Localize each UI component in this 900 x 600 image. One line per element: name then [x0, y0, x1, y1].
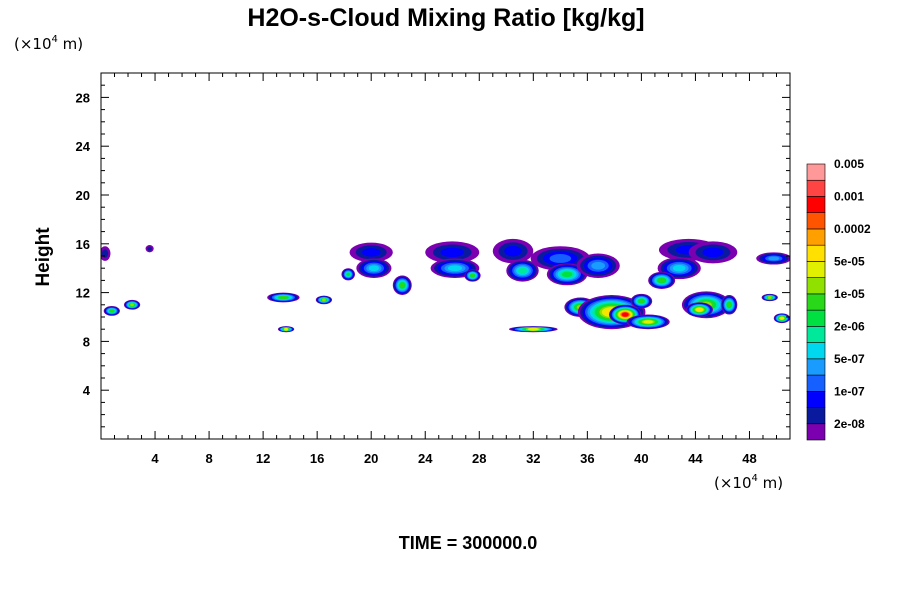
x-tick-label: 16 — [310, 451, 324, 466]
y-tick-label: 4 — [83, 383, 91, 398]
colorbar: 2e-08 1e-07 5e-07 2e-06 1e-05 5e-05 0.0002 0.00… — [806, 157, 871, 441]
colorbar-swatch — [806, 407, 826, 425]
cloud-cell — [504, 245, 522, 257]
x-tick-label: 44 — [688, 451, 703, 466]
cloud-cell — [621, 312, 629, 317]
cloud-cell — [130, 303, 134, 307]
cloud-cell — [727, 302, 732, 308]
colorbar-swatch — [806, 244, 826, 262]
cloud-cell — [322, 298, 326, 302]
cloud-cell — [591, 261, 606, 270]
colorbar-label: 0.005 — [834, 157, 864, 171]
x-unit-label: (×104 m) — [714, 473, 783, 492]
cloud-cell — [440, 247, 464, 258]
time-label: TIME = 300000.0 — [399, 533, 538, 553]
cloud-cell — [109, 309, 114, 313]
x-tick-label: 8 — [205, 451, 212, 466]
x-tick-label: 28 — [472, 451, 486, 466]
cloud-cell — [780, 316, 784, 320]
x-tick-label: 20 — [364, 451, 378, 466]
colorbar-swatch — [806, 293, 826, 311]
cloud-cell — [470, 274, 475, 278]
colorbar-label: 5e-05 — [834, 254, 865, 268]
cloud-cell — [101, 249, 109, 258]
cloud-cell — [643, 320, 654, 324]
cloud-cell — [672, 264, 686, 272]
colorbar-label: 2e-06 — [834, 319, 865, 333]
x-tick-label: 36 — [580, 451, 594, 466]
x-tick-label: 40 — [634, 451, 648, 466]
cloud-cell — [368, 265, 380, 272]
y-tick-label: 8 — [83, 334, 90, 349]
x-tick-label: 4 — [151, 451, 159, 466]
colorbar-label: 0.0002 — [834, 222, 871, 236]
colorbar-swatch — [806, 342, 826, 360]
cloud-cell — [399, 282, 405, 288]
chart-title: H2O-s-Cloud Mixing Ratio [kg/kg] — [247, 4, 644, 32]
x-tick-label: 12 — [256, 451, 270, 466]
cloud-cell — [638, 299, 645, 303]
cloud-cell — [361, 248, 381, 257]
colorbar-swatch — [806, 390, 826, 408]
y-tick-label: 12 — [76, 286, 90, 301]
colorbar-swatch — [806, 228, 826, 246]
colorbar-swatch — [806, 326, 826, 343]
cloud-cell — [767, 295, 772, 299]
cloud-cell — [447, 265, 463, 272]
colorbar-label: 1e-05 — [834, 287, 865, 301]
colorbar-swatch — [806, 358, 826, 376]
y-tick-label: 28 — [76, 90, 90, 105]
x-tick-label: 24 — [418, 451, 433, 466]
colorbar-swatch — [806, 277, 826, 295]
y-tick-label: 16 — [76, 237, 90, 252]
cloud-cell — [147, 246, 152, 251]
y-tick-label: 20 — [76, 188, 90, 203]
colorbar-swatch — [806, 374, 826, 392]
cloud-cell — [561, 271, 573, 278]
x-tick-label: 48 — [742, 451, 756, 466]
cloud-field — [101, 238, 790, 333]
cloud-cell — [768, 256, 780, 261]
cloud-cell — [279, 295, 288, 299]
y-axis-label: Height — [33, 227, 54, 287]
cloud-cell — [527, 327, 539, 331]
colorbar-label: 0.001 — [834, 189, 864, 203]
colorbar-swatch — [806, 196, 826, 214]
colorbar-swatch — [806, 261, 826, 278]
cloud-cell — [658, 278, 665, 283]
colorbar-label: 2e-08 — [834, 417, 865, 431]
cloud-cell — [284, 327, 288, 331]
colorbar-swatch — [806, 423, 826, 441]
cloud-cell — [696, 308, 703, 312]
y-tick-label: 24 — [76, 139, 91, 154]
cloud-cell — [702, 247, 724, 258]
colorbar-swatch — [806, 212, 826, 230]
cloud-cell — [346, 272, 350, 276]
cloud-cell — [518, 267, 527, 274]
colorbar-label: 5e-07 — [834, 352, 865, 366]
y-unit-label: (×104 m) — [14, 34, 83, 53]
colorbar-swatch — [806, 309, 826, 327]
colorbar-swatch — [806, 179, 826, 197]
x-tick-label: 32 — [526, 451, 540, 466]
cloud-cell — [549, 254, 572, 263]
colorbar-label: 1e-07 — [834, 384, 865, 398]
colorbar-swatch — [806, 163, 826, 181]
